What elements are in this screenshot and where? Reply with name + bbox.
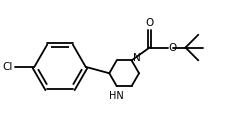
- Text: O: O: [145, 18, 154, 28]
- Text: N: N: [133, 53, 141, 63]
- Text: O: O: [169, 43, 177, 53]
- Text: HN: HN: [109, 91, 124, 101]
- Text: Cl: Cl: [3, 62, 13, 72]
